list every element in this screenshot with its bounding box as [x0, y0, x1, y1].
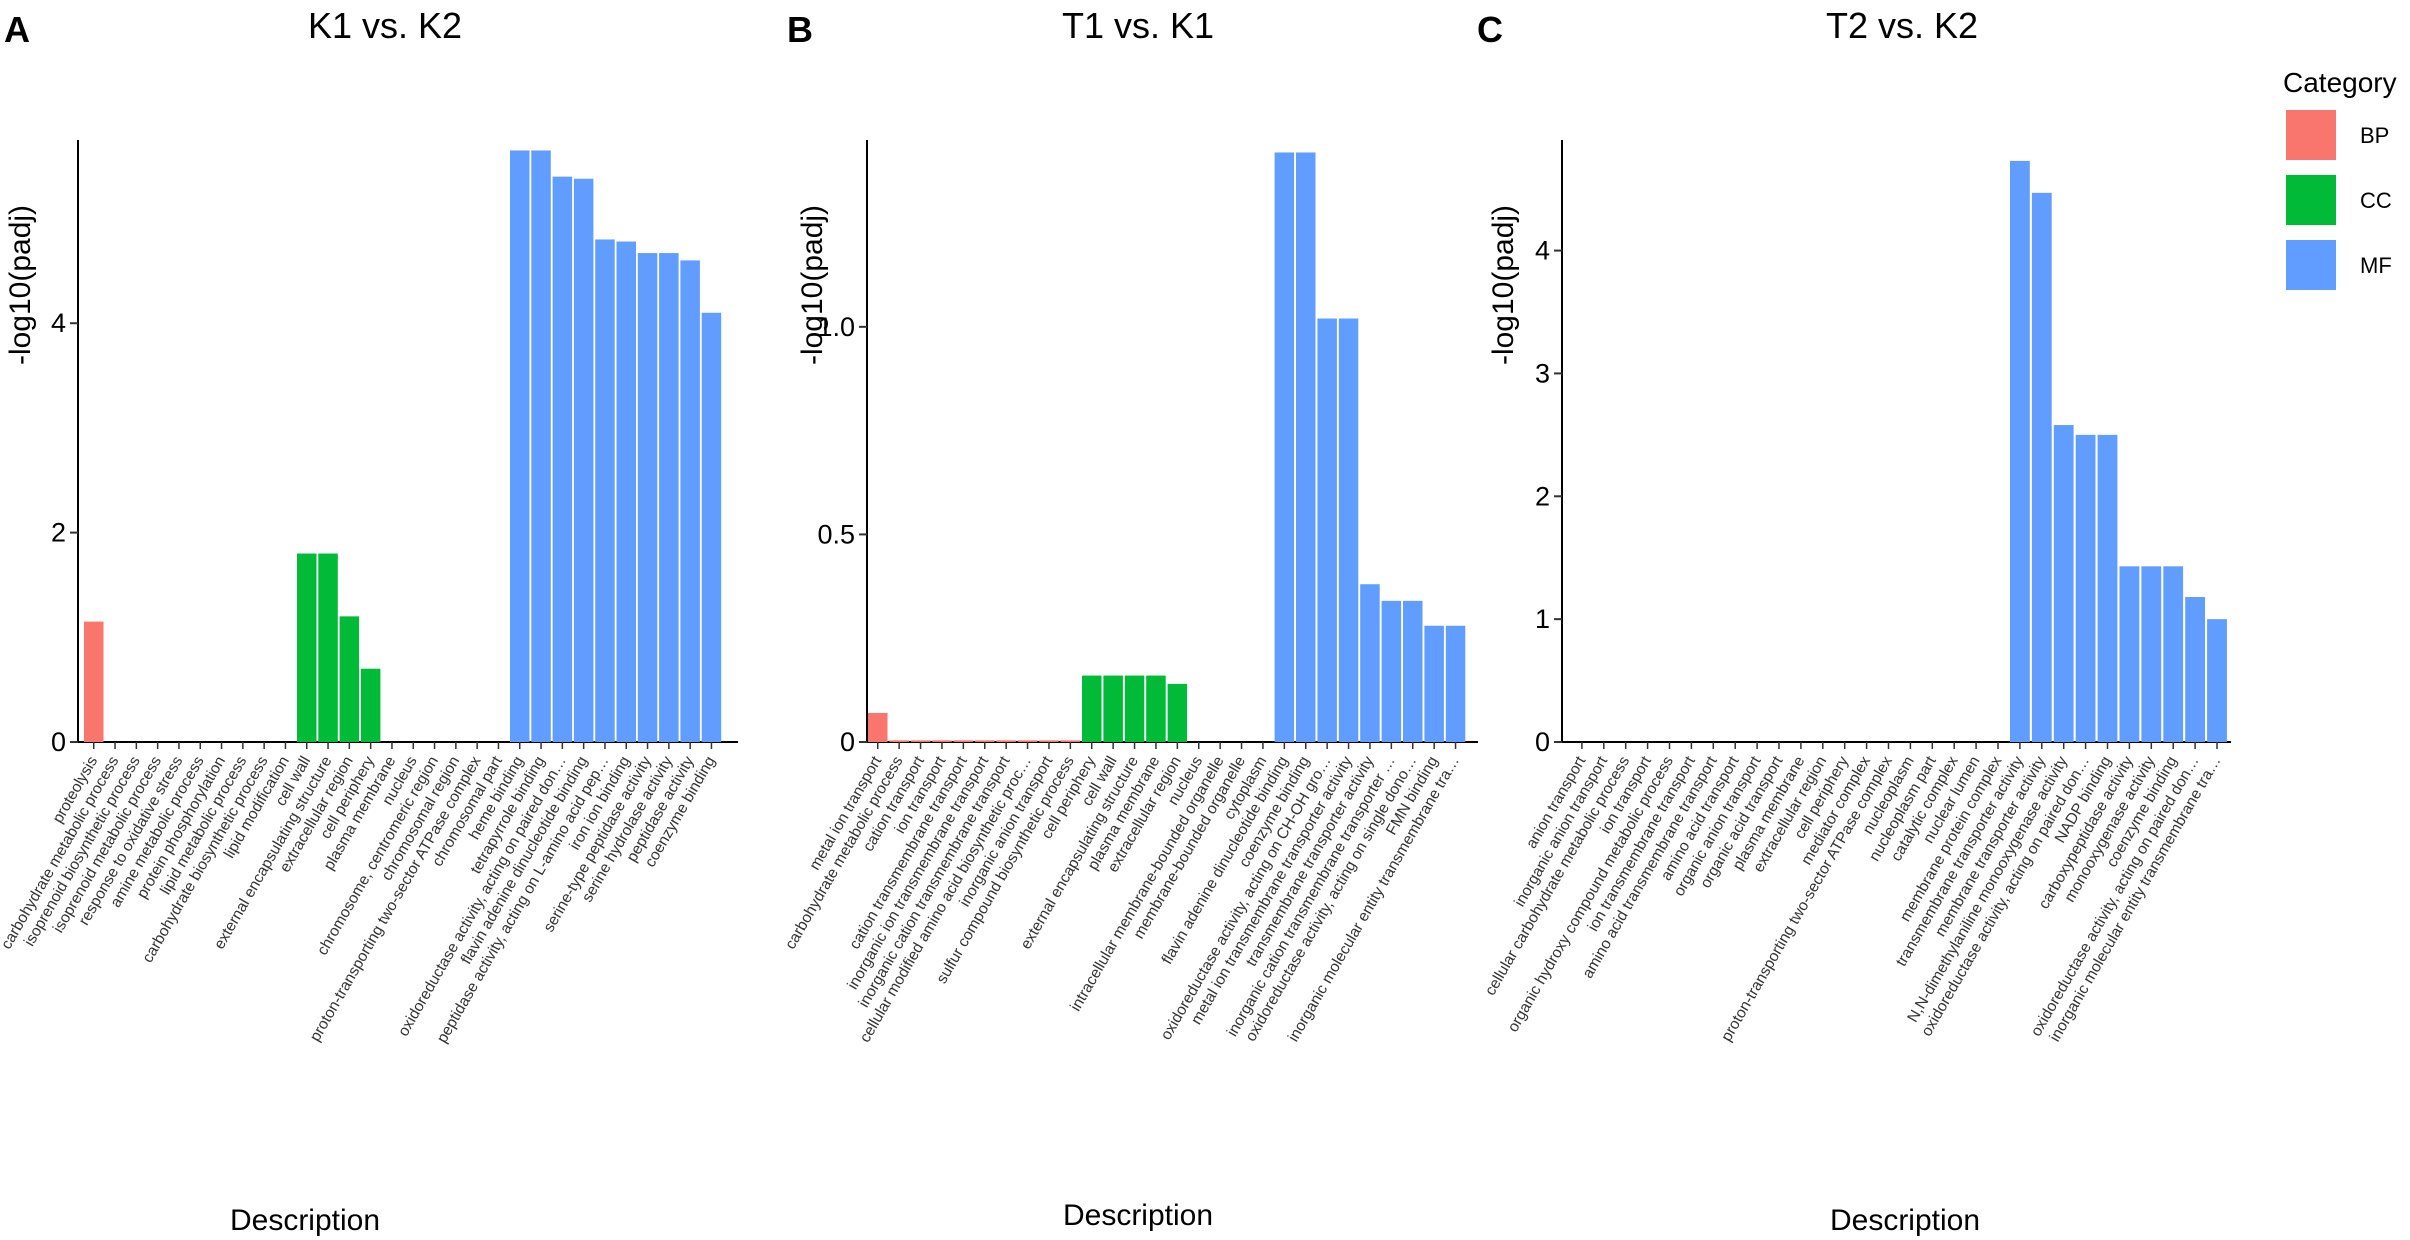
- panel-a-bar: [531, 150, 551, 743]
- panel-b-bar: [953, 740, 974, 742]
- panel-b-bar: [1060, 740, 1081, 742]
- panel-b-y-tick-label: 0: [840, 727, 855, 757]
- panel-a-bar: [318, 553, 338, 742]
- panel-b-bar: [1317, 318, 1337, 742]
- panel-b-title: T1 vs. K1: [1062, 5, 1214, 46]
- panel-a-y-tick-label: 4: [51, 308, 66, 338]
- panel-b: B T1 vs. K1 -log10(padj) Description 0 0.…: [782, 5, 1478, 1232]
- panel-c-bar: [2031, 192, 2052, 743]
- panel-c-bar: [2119, 566, 2140, 742]
- legend-label-bp: BP: [2360, 123, 2389, 148]
- panel-letter-c: C: [1477, 9, 1503, 50]
- panel-letter-b: B: [787, 9, 813, 50]
- legend-title: Category: [2283, 67, 2397, 98]
- panel-b-bar: [1296, 152, 1316, 742]
- panel-a-bar: [680, 260, 700, 742]
- panel-b-bar: [1082, 675, 1102, 742]
- panel-a-bar: [510, 150, 530, 743]
- panel-c-bar: [2010, 160, 2030, 742]
- panel-a: A K1 vs. K2 -log10(padj) Description 0 2 4…: [0, 5, 738, 1237]
- panel-c-bar: [2075, 434, 2096, 742]
- panel-b-x-axis-title: Description: [1063, 1199, 1213, 1232]
- panel-b-bar: [1103, 675, 1123, 742]
- panel-b-bar: [1445, 625, 1466, 742]
- panel-a-x-axis-title: Description: [230, 1204, 380, 1237]
- legend-swatch-cc: [2286, 175, 2336, 225]
- panel-c-y-tick-label: 0: [1535, 727, 1550, 757]
- panel-c-bar: [2207, 619, 2227, 742]
- legend-swatch-bp: [2286, 110, 2336, 160]
- legend-label-mf: MF: [2360, 253, 2392, 278]
- panel-c-bar: [2097, 434, 2118, 742]
- panel-a-bar: [595, 239, 615, 742]
- panel-b-bar: [1338, 318, 1359, 742]
- panel-b-bar: [996, 740, 1016, 742]
- panel-b-bar: [1167, 683, 1188, 742]
- panel-b-bar: [1146, 675, 1166, 742]
- panel-c-y-tick-label: 4: [1535, 236, 1550, 266]
- panel-c-bar: [2053, 425, 2074, 742]
- panel-c-y-tick-label: 1: [1535, 604, 1550, 634]
- panel-c-x-axis-title: Description: [1830, 1204, 1980, 1237]
- panel-c-y-axis-title: -log10(padj): [1487, 205, 1520, 365]
- panel-b-bar: [1403, 600, 1423, 742]
- panel-b-bar: [932, 740, 952, 742]
- legend-swatch-mf: [2286, 240, 2336, 290]
- panel-b-bar: [1124, 675, 1145, 742]
- panel-b-bar: [1424, 625, 1444, 742]
- legend-label-cc: CC: [2360, 188, 2392, 213]
- panel-a-y-tick-label: 2: [51, 518, 66, 548]
- panel-a-bar: [637, 253, 658, 743]
- legend: Category BP CC MF: [2283, 67, 2397, 290]
- panel-b-bar: [910, 740, 931, 742]
- panel-b-bar: [975, 740, 995, 742]
- panel-b-y-axis-title: -log10(padj): [796, 205, 829, 365]
- panel-b-y-tick-label: 1.0: [817, 312, 855, 342]
- panel-c: C T2 vs. K2 -log10(padj) Description 0 1 2…: [1477, 5, 2231, 1237]
- panel-b-bar: [1381, 600, 1402, 742]
- panel-a-title: K1 vs. K2: [308, 5, 462, 46]
- panel-b-bar: [889, 740, 909, 742]
- panel-b-bar: [1017, 740, 1038, 742]
- panel-c-bar: [2141, 566, 2162, 742]
- panel-c-title: T2 vs. K2: [1826, 5, 1978, 46]
- panel-b-y-tick-label: 0.5: [817, 519, 855, 549]
- panel-a-bar: [616, 241, 636, 742]
- panel-a-bar: [701, 312, 722, 742]
- panel-a-bar: [297, 553, 317, 742]
- panel-a-bar: [339, 616, 360, 742]
- panel-a-bar: [360, 668, 381, 742]
- panel-c-y-tick-label: 3: [1535, 358, 1550, 388]
- panel-b-bar: [1360, 584, 1380, 742]
- panel-c-bar: [2163, 566, 2184, 742]
- panel-a-bar: [573, 178, 594, 742]
- panel-letter-a: A: [4, 9, 30, 50]
- panel-b-bar: [1274, 152, 1295, 742]
- panel-a-bar: [659, 253, 679, 743]
- panel-c-y-tick-label: 2: [1535, 481, 1550, 511]
- panel-a-y-axis-title: -log10(padj): [4, 205, 37, 365]
- panel-b-bar: [868, 712, 888, 742]
- panel-a-bar: [84, 621, 104, 742]
- panel-b-bar: [1039, 740, 1059, 742]
- panel-c-bar: [2185, 597, 2205, 742]
- panel-a-bar: [552, 176, 573, 742]
- panel-a-y-tick-label: 0: [51, 727, 66, 757]
